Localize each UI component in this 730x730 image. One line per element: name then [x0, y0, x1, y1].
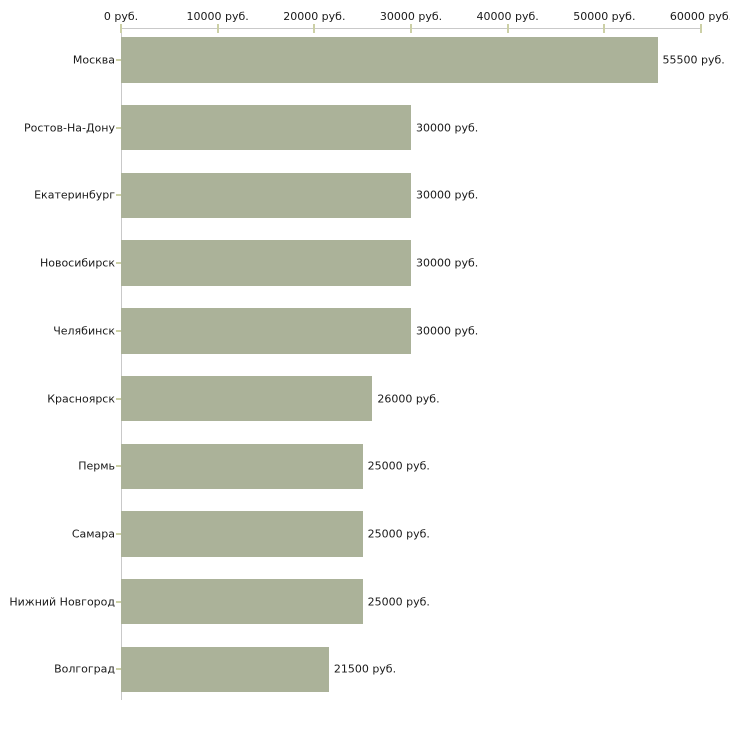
y-tick-mark [116, 126, 121, 129]
x-tick-mark [120, 24, 122, 33]
y-tick-mark [116, 465, 121, 468]
value-label: 25000 руб. [367, 459, 430, 473]
value-label: 30000 руб. [416, 324, 479, 338]
value-label: 25000 руб. [367, 595, 430, 609]
bar [121, 37, 658, 83]
category-label: Екатеринбург [34, 188, 115, 202]
y-tick-mark [116, 600, 121, 603]
y-tick-mark [116, 194, 121, 197]
category-label: Москва [72, 53, 115, 67]
category-label: Новосибирск [39, 256, 115, 270]
value-label: 30000 руб. [416, 121, 479, 135]
bar [121, 308, 411, 354]
value-label: 21500 руб. [333, 662, 397, 676]
bar [121, 443, 363, 489]
x-tick-mark [603, 24, 606, 33]
x-tick-label: 0 руб. [103, 10, 139, 23]
x-tick-mark [313, 24, 316, 33]
category-label: Красноярск [47, 392, 115, 406]
value-label: 30000 руб. [416, 256, 479, 270]
bar [121, 240, 411, 286]
bar [121, 578, 363, 625]
x-tick-label: 10000 руб. [186, 10, 249, 23]
value-label: 55500 руб. [662, 53, 725, 67]
bar [121, 375, 373, 422]
y-tick-mark [116, 59, 121, 61]
y-tick-mark [116, 668, 121, 671]
value-label: 30000 руб. [416, 188, 479, 202]
bar [121, 172, 411, 219]
x-tick-mark [700, 24, 702, 33]
x-tick-label: 40000 руб. [476, 10, 539, 23]
x-tick-label: 20000 руб. [283, 10, 346, 23]
category-label: Челябинск [53, 324, 115, 338]
y-axis-line [120, 28, 122, 700]
x-tick-label: 30000 руб. [379, 10, 443, 23]
y-tick-mark [116, 329, 121, 332]
y-tick-mark [116, 397, 121, 400]
y-tick-mark [116, 262, 121, 265]
category-label: Ростов-На-Дону [23, 121, 115, 135]
category-label: Самара [71, 527, 115, 541]
y-tick-mark [116, 532, 121, 535]
x-tick-mark [410, 24, 412, 33]
bar [121, 646, 329, 693]
x-tick-mark [506, 24, 509, 33]
x-tick-label: 50000 руб. [573, 10, 636, 23]
bar [121, 105, 411, 151]
x-tick-label: 60000 руб. [669, 10, 730, 23]
value-label: 25000 руб. [367, 527, 430, 541]
category-label: Пермь [78, 459, 115, 473]
bar [121, 511, 363, 557]
category-label: Волгоград [54, 662, 115, 676]
category-label: Нижний Новгород [9, 595, 115, 609]
value-label: 26000 руб. [377, 392, 440, 406]
x-tick-mark [216, 24, 219, 33]
